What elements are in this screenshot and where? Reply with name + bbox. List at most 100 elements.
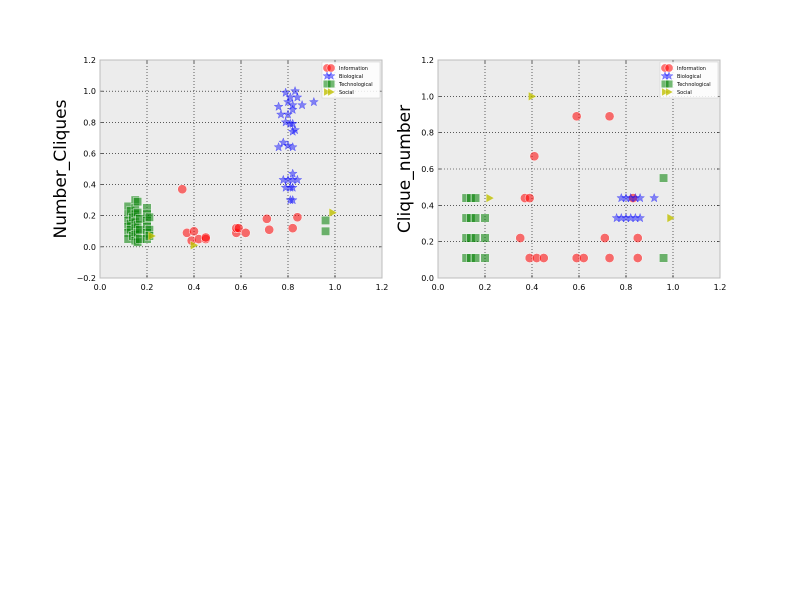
series-technological	[123, 195, 330, 247]
data-point-information	[524, 193, 535, 203]
data-point-technological	[133, 197, 142, 207]
data-point-information	[538, 253, 549, 263]
data-point-technological	[321, 215, 330, 225]
data-point-technological	[480, 233, 490, 243]
data-point-information	[262, 213, 272, 224]
data-point-biological	[280, 117, 291, 127]
data-point-information	[632, 233, 643, 243]
x-tick-label: 0.6	[573, 283, 586, 292]
data-point-information	[292, 212, 303, 223]
data-point-information	[632, 253, 643, 263]
data-point-information	[240, 227, 251, 238]
data-point-information	[571, 111, 582, 122]
data-point-biological	[649, 192, 660, 203]
x-tick-label: 0.6	[235, 283, 248, 292]
y-tick-label: 0.4	[421, 201, 434, 210]
legend-marker-information	[326, 63, 336, 73]
legend-label-biological: Biological	[677, 74, 701, 80]
legend-label-technological: Technological	[676, 82, 711, 88]
y-tick-label: 0.6	[421, 165, 434, 174]
legend: Information Biological Technological Social	[659, 61, 719, 99]
data-point-biological	[283, 109, 293, 119]
data-point-biological	[287, 168, 298, 178]
y-tick-label: 1.2	[83, 56, 96, 65]
data-point-technological	[480, 213, 490, 223]
legend-marker-information	[664, 63, 674, 73]
data-point-biological	[308, 96, 319, 107]
x-tick-label: 0.4	[526, 283, 539, 292]
data-point-technological	[471, 253, 480, 263]
data-point-information	[200, 232, 211, 243]
y-tick-label: 0.8	[83, 118, 96, 127]
x-tick-label: 1.2	[376, 283, 389, 292]
chart-clique-number: 0.0 0.2 0.4 0.6 0.8 1.0 1.2 0.0 0.2 0.4 0.6 0.8 1.0 1…	[395, 56, 726, 292]
data-point-biological	[287, 126, 298, 136]
data-point-biological	[292, 92, 303, 102]
series-technological	[461, 173, 669, 263]
legend-label-information: Information	[677, 66, 706, 72]
x-tick-label: 0.0	[432, 283, 445, 292]
axes-frame	[99, 59, 383, 279]
x-tick-label: 0.2	[479, 283, 492, 292]
data-point-technological	[471, 213, 480, 223]
data-point-biological	[635, 212, 646, 223]
legend: Information Biological Technological Social	[321, 61, 381, 99]
legend-marker-social	[327, 87, 336, 97]
data-point-technological	[144, 212, 154, 222]
legend-marker-biological	[664, 71, 674, 80]
legend-label-social: Social	[339, 90, 354, 96]
series-social	[486, 91, 676, 223]
data-point-biological	[283, 140, 293, 150]
legend-marker-technological	[327, 80, 335, 88]
x-tick-label: 1.0	[329, 283, 342, 292]
data-point-biological	[287, 182, 298, 192]
data-point-technological	[471, 233, 480, 243]
x-tick-label: 0.0	[94, 283, 107, 292]
y-tick-label: 1.2	[421, 56, 434, 65]
y-tick-label: 1.0	[83, 87, 96, 96]
x-tick-label: 1.0	[667, 283, 680, 292]
y-tick-label: 0.0	[421, 274, 434, 283]
data-point-biological	[283, 96, 293, 107]
y-tick-label: 0.4	[83, 181, 96, 190]
legend-marker-biological	[326, 71, 336, 80]
legend-label-social: Social	[677, 90, 692, 96]
data-point-technological	[480, 253, 490, 263]
data-point-information	[233, 223, 244, 234]
data-point-information	[604, 111, 615, 122]
data-point-technological	[321, 226, 330, 236]
y-axis-label: Clique_number	[395, 105, 415, 233]
data-point-social	[486, 193, 495, 203]
data-point-biological	[273, 142, 284, 152]
data-point-information	[189, 226, 199, 237]
x-tick-label: 0.8	[620, 283, 633, 292]
y-tick-label: −0.2	[77, 274, 96, 283]
data-point-information	[604, 253, 615, 263]
legend-marker-social	[323, 87, 332, 97]
data-point-biological	[292, 174, 303, 185]
legend-marker-technological	[665, 80, 673, 88]
series-biological	[273, 85, 319, 205]
data-point-social	[528, 91, 537, 101]
legend-marker-social	[665, 87, 674, 97]
data-point-social	[148, 231, 157, 241]
data-point-information	[600, 233, 610, 243]
data-point-information	[264, 224, 275, 235]
legend-label-technological: Technological	[338, 82, 373, 88]
axes-frame	[437, 59, 721, 279]
data-point-information	[177, 184, 188, 195]
x-tick-label: 0.4	[188, 283, 201, 292]
y-tick-label: 0.8	[421, 129, 434, 138]
legend-label-information: Information	[339, 66, 368, 72]
data-point-biological	[287, 142, 298, 152]
data-point-social	[190, 240, 199, 250]
data-point-social	[666, 213, 676, 223]
data-point-biological	[297, 99, 308, 110]
y-tick-label: 0.2	[421, 238, 434, 247]
x-tick-label: 1.2	[714, 283, 727, 292]
data-point-biological	[635, 192, 646, 203]
series-information	[515, 111, 643, 263]
x-tick-label: 0.2	[141, 283, 154, 292]
data-point-information	[529, 151, 540, 162]
x-tick-label: 0.8	[282, 283, 295, 292]
